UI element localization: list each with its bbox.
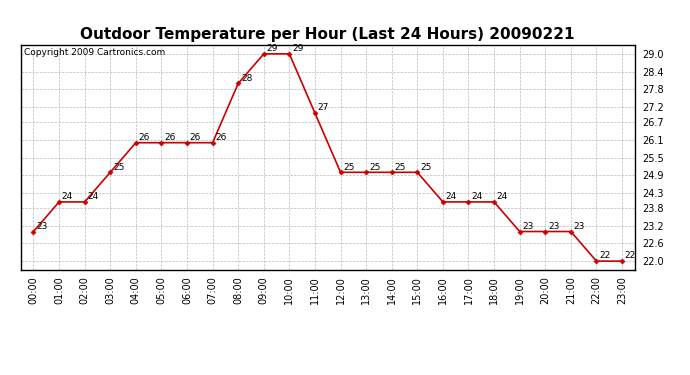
Text: 26: 26 (215, 133, 227, 142)
Text: 25: 25 (113, 162, 124, 171)
Text: 22: 22 (624, 251, 636, 260)
Text: 22: 22 (599, 251, 611, 260)
Text: 29: 29 (292, 44, 304, 53)
Text: 25: 25 (369, 162, 380, 171)
Text: 23: 23 (573, 222, 585, 231)
Text: 28: 28 (241, 74, 253, 83)
Text: 24: 24 (88, 192, 99, 201)
Text: 26: 26 (164, 133, 175, 142)
Text: 25: 25 (344, 162, 355, 171)
Text: 23: 23 (37, 222, 48, 231)
Text: 26: 26 (190, 133, 201, 142)
Text: 29: 29 (266, 44, 278, 53)
Text: 24: 24 (471, 192, 482, 201)
Text: 27: 27 (317, 104, 329, 112)
Text: 23: 23 (548, 222, 560, 231)
Text: Copyright 2009 Cartronics.com: Copyright 2009 Cartronics.com (23, 48, 165, 57)
Text: 26: 26 (139, 133, 150, 142)
Title: Outdoor Temperature per Hour (Last 24 Hours) 20090221: Outdoor Temperature per Hour (Last 24 Ho… (81, 27, 575, 42)
Text: 25: 25 (420, 162, 431, 171)
Text: 24: 24 (62, 192, 73, 201)
Text: 25: 25 (395, 162, 406, 171)
Text: 24: 24 (497, 192, 508, 201)
Text: 23: 23 (522, 222, 534, 231)
Text: 24: 24 (446, 192, 457, 201)
